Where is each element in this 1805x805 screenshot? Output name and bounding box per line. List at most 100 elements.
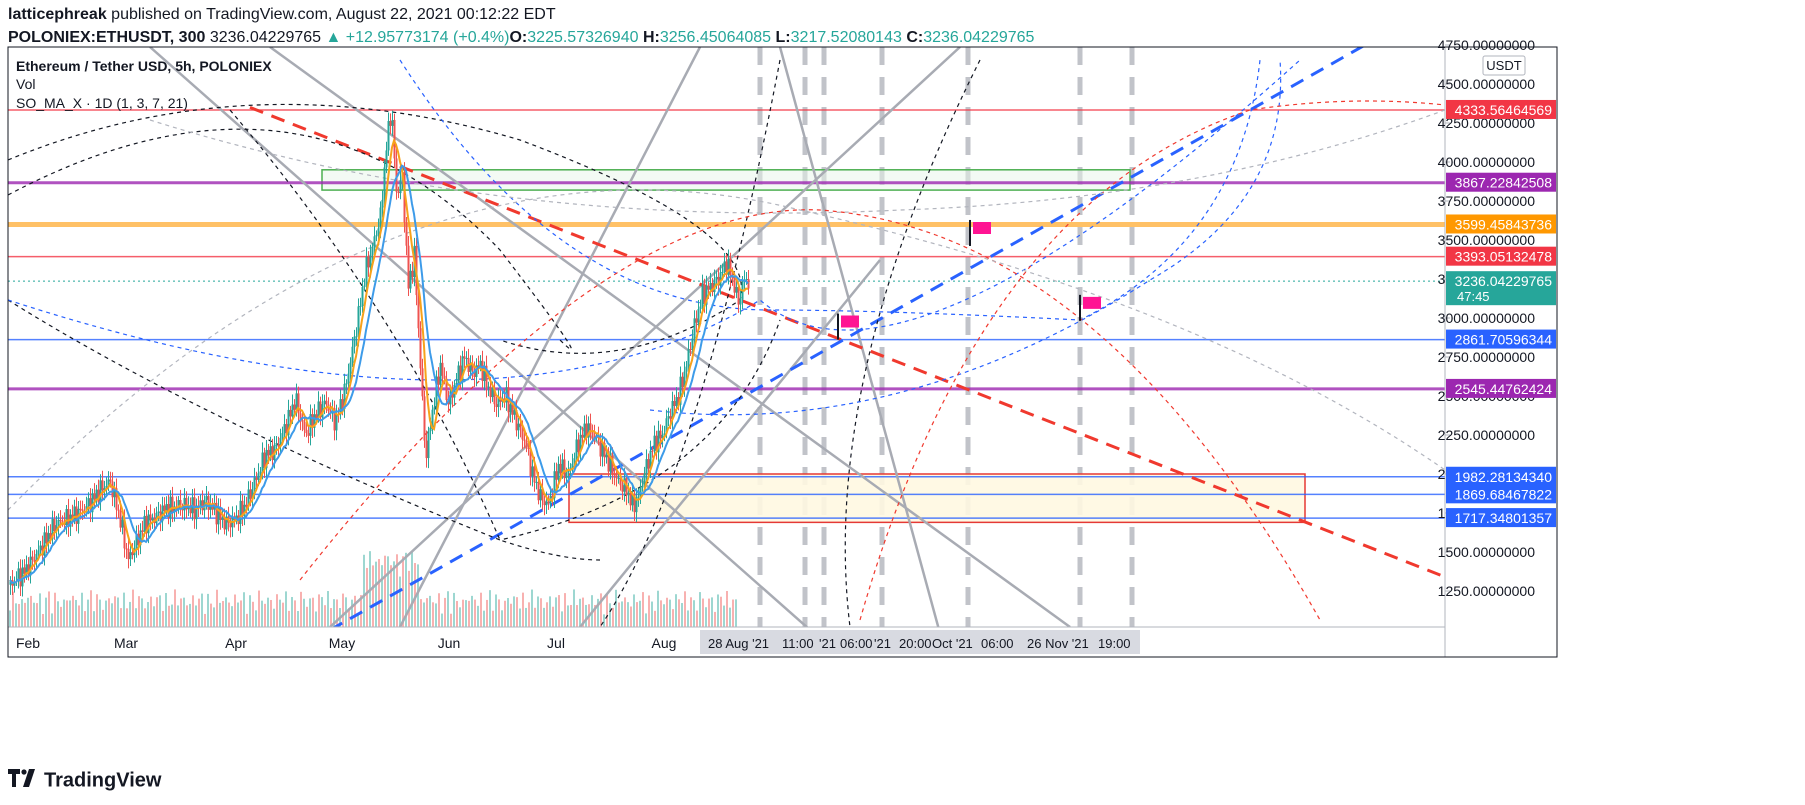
candle-body: [435, 376, 438, 408]
candle-body: [25, 564, 28, 574]
candle-body: [613, 474, 616, 476]
candle-body: [71, 514, 74, 520]
y-tick-label: 3500.00000000: [1438, 232, 1536, 248]
volume-bar: [330, 608, 332, 627]
future-date-label: 20:00: [899, 636, 932, 651]
currency-badge[interactable]: USDT: [1482, 55, 1526, 76]
price-tag-bg: [1446, 214, 1556, 234]
volume-bar: [105, 600, 107, 627]
candle-body: [129, 552, 132, 560]
volume-bar: [657, 590, 659, 627]
future-date-label: 28 Aug '21: [708, 636, 769, 651]
volume-bar: [81, 592, 83, 627]
candle-body: [131, 552, 134, 556]
volume-bar: [261, 600, 263, 627]
volume-bar: [426, 598, 428, 627]
x-tick-label: May: [329, 635, 355, 651]
candle-body: [473, 370, 476, 378]
trend-line-grey: [329, 47, 961, 627]
candle-body: [31, 556, 34, 560]
candle-body: [385, 150, 388, 168]
arc-black: [599, 59, 781, 627]
volume-bar: [681, 603, 683, 627]
volume-bar: [90, 590, 92, 627]
candle-body: [99, 480, 102, 503]
candle-body: [557, 463, 560, 480]
candle-body: [161, 505, 164, 522]
x-tick-label: Feb: [16, 635, 40, 651]
candle-body: [151, 518, 154, 521]
volume-bar: [561, 611, 563, 627]
candle-body: [475, 365, 478, 378]
candle-body: [663, 433, 666, 435]
volume-bar: [222, 601, 224, 627]
tradingview-brand[interactable]: TradingView: [8, 769, 161, 793]
candle-body: [115, 488, 118, 510]
volume-bar: [630, 606, 632, 627]
chart-pane[interactable]: [8, 47, 1445, 627]
candle-body: [637, 496, 640, 498]
legend[interactable]: Ethereum / Tether USD, 5h, POLONIEX Vol …: [16, 58, 272, 111]
candle-body: [731, 277, 734, 279]
candle-body: [135, 533, 138, 549]
candle-body: [705, 285, 708, 304]
ma-slow-line: [9, 164, 749, 585]
volume-bar: [567, 605, 569, 627]
candle-body: [17, 568, 20, 582]
volume-bar: [582, 597, 584, 627]
author-name[interactable]: latticephreak: [8, 6, 107, 23]
candle-body: [411, 270, 414, 278]
candle-body: [535, 481, 538, 483]
candle-body: [61, 520, 64, 523]
candle-body: [317, 401, 320, 418]
price-tag-label: 3393.05132478: [1455, 249, 1553, 265]
y-tick-label: 3750.00000000: [1438, 193, 1536, 209]
candle-body: [483, 365, 486, 382]
volume-bar: [720, 596, 722, 627]
volume-bar: [495, 594, 497, 627]
volume-bar: [159, 595, 161, 627]
volume-bar: [576, 605, 578, 627]
price-axis[interactable]: 1250.000000001500.000000001750.000000002…: [1438, 37, 1536, 599]
volume-bar: [39, 593, 41, 627]
volume-bar: [36, 603, 38, 627]
candle-body: [679, 376, 682, 405]
volume-bar: [270, 599, 272, 627]
price-tag-bg: [1446, 99, 1556, 119]
candle-body: [275, 444, 278, 446]
future-date-label: 19:00: [1098, 636, 1131, 651]
candle-body: [603, 442, 606, 458]
volume-bar: [108, 598, 110, 627]
volume-bar: [453, 592, 455, 627]
candle-body: [565, 472, 568, 479]
published-text: published on TradingView.com, August 22,…: [111, 6, 556, 23]
price-tag-bg: [1446, 246, 1556, 266]
flag-markers[interactable]: [837, 219, 1101, 340]
time-axis[interactable]: Feb Mar Apr May Jun Jul Aug: [16, 635, 677, 651]
candle-body: [541, 489, 544, 501]
candle-body: [29, 556, 32, 576]
candle-body: [615, 475, 618, 479]
candle-body: [485, 365, 488, 388]
candle-body: [701, 284, 704, 307]
drawing-tools[interactable]: [8, 45, 1445, 780]
candle-body: [303, 421, 306, 430]
arc-black: [8, 299, 781, 541]
candle-body: [445, 378, 448, 401]
candle-body: [585, 423, 588, 438]
future-date-labels: 28 Aug '21 11:00'21 06:00'21 20:00 Oct '21 06…: [700, 630, 1140, 654]
volume-bar: [27, 597, 29, 627]
volume-bar: [651, 601, 653, 627]
candle-body: [655, 435, 658, 453]
candle-body: [173, 506, 176, 513]
future-date-label: 11:00: [782, 636, 814, 651]
candle-body: [747, 278, 750, 289]
candle-body: [539, 489, 542, 501]
candle-body: [59, 519, 62, 521]
volume-bar: [57, 601, 59, 627]
candle-body: [561, 459, 564, 474]
candle-body: [205, 496, 208, 500]
volume-bar: [540, 598, 542, 627]
arc-black: [8, 128, 573, 350]
